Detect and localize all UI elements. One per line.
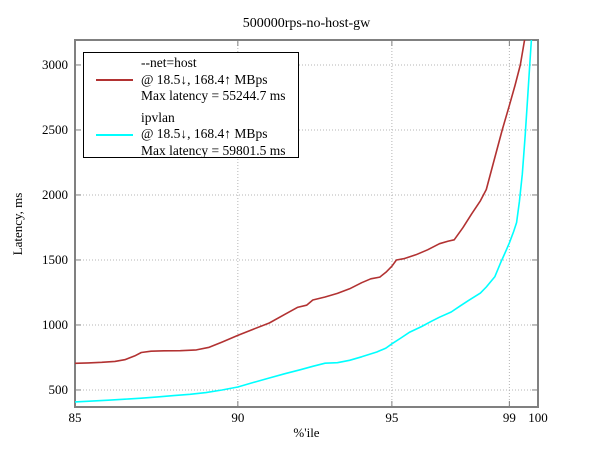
tick-marks — [74, 40, 539, 407]
chart-title: 500000rps-no-host-gw — [242, 16, 371, 31]
y-tick-label: 2500 — [42, 122, 68, 137]
x-tick-label: 100 — [528, 410, 548, 425]
legend-series-name: ipvlan — [141, 109, 175, 125]
legend-entry-ipvlan: ipvlan @ 18.5↓, 168.4↑ MBps Max latency … — [84, 110, 298, 160]
series-line-net-host — [75, 40, 526, 365]
legend-throughput: @ 18.5↓, 168.4↑ MBps — [141, 71, 268, 87]
x-tick-label: 85 — [69, 410, 82, 425]
x-axis-label: %'ile — [293, 425, 320, 440]
series-line-ipvlan — [75, 40, 533, 403]
y-tick-label: 2000 — [42, 187, 68, 202]
legend-entry-net-host: --net=host @ 18.5↓, 168.4↑ MBps Max late… — [84, 55, 298, 105]
plot-frame — [74, 39, 539, 408]
y-tick-label: 500 — [49, 382, 69, 397]
legend-max-latency: Max latency = 59801.5 ms — [141, 142, 286, 158]
x-tick-label: 90 — [231, 410, 244, 425]
legend-line-sample-ipvlan — [96, 133, 133, 136]
y-tick-label: 1000 — [42, 317, 68, 332]
tick-labels: 85 90 95 99 100 500 1000 1500 2000 2500 3000 — [42, 57, 548, 425]
x-tick-label: 99 — [503, 410, 516, 425]
y-tick-label: 3000 — [42, 57, 68, 72]
y-axis-label: Latency, ms — [10, 192, 25, 256]
legend-box: --net=host @ 18.5↓, 168.4↑ MBps Max late… — [83, 52, 299, 158]
legend-max-latency: Max latency = 55244.7 ms — [141, 88, 286, 103]
legend-series-name: --net=host — [141, 55, 197, 70]
x-tick-label: 95 — [385, 410, 398, 425]
legend-throughput: @ 18.5↓, 168.4↑ MBps — [141, 126, 268, 141]
y-tick-label: 1500 — [42, 252, 68, 267]
legend-line-sample-net-host — [96, 79, 133, 81]
